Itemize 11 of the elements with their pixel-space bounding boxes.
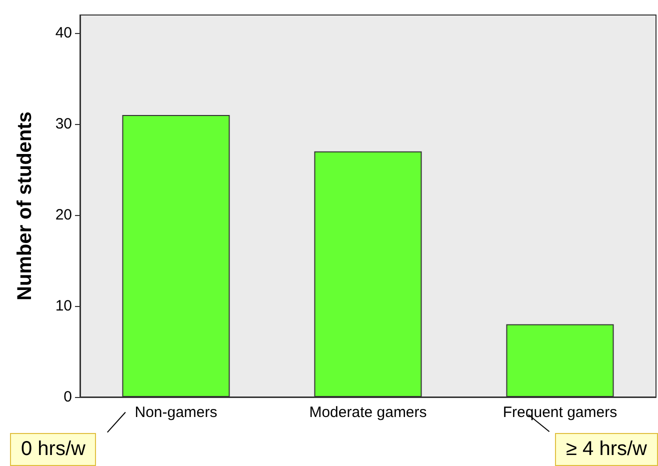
- x-tick-label: Moderate gamers: [309, 404, 427, 421]
- y-tick-label: 40: [55, 24, 72, 42]
- y-tick-label: 20: [55, 206, 72, 224]
- text: ≥ 4 hrs/w: [555, 433, 658, 466]
- y-tick-label: 10: [55, 298, 72, 315]
- x-tick-label: Non-gamers: [134, 404, 218, 421]
- x-tick-label: Frequent gamers: [502, 404, 618, 421]
- y-tick-label: 0: [64, 388, 72, 406]
- y-axis-title: Number of students: [14, 112, 36, 300]
- y-tick-label: 30: [55, 116, 72, 133]
- text: 0 hrs/w: [10, 433, 96, 466]
